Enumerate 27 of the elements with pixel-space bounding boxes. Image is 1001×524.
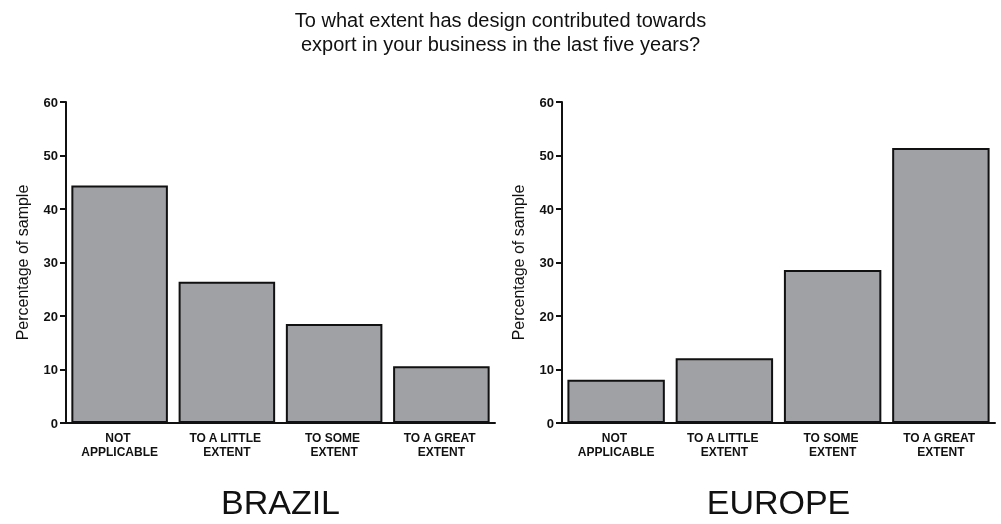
x-tick-label: TO SOME EXTENT bbox=[304, 431, 364, 459]
y-tick-label: 0 bbox=[50, 415, 58, 431]
y-tick-label: 10 bbox=[539, 362, 554, 377]
y-tick-label: 50 bbox=[43, 148, 58, 163]
x-tick-label: TO A GREAT EXTENT bbox=[403, 431, 480, 459]
y-axis-title: Percentage of sample bbox=[13, 184, 31, 341]
y-tick-label: 40 bbox=[43, 201, 58, 217]
x-tick-label: TO A LITTLE EXTENT bbox=[686, 431, 762, 459]
y-tick-label: 10 bbox=[43, 362, 58, 377]
y-tick-label: 20 bbox=[539, 308, 554, 324]
x-tick-label: TO A LITTLE EXTENT bbox=[189, 431, 265, 459]
x-tick-label: TO A GREAT EXTENT bbox=[903, 431, 979, 459]
y-tick-label: 50 bbox=[539, 148, 554, 163]
x-axis-title: BRAZIL bbox=[220, 483, 341, 521]
x-tick-label: NOT APPLICABLE bbox=[81, 431, 158, 459]
x-tick-label: NOT APPLICABLE bbox=[577, 431, 655, 459]
x-axis-title: EUROPE bbox=[706, 483, 851, 521]
y-tick-label: 30 bbox=[539, 255, 554, 270]
y-tick-label: 60 bbox=[539, 94, 554, 110]
y-axis-title: Percentage of sample bbox=[509, 184, 527, 341]
y-tick-label: 40 bbox=[539, 201, 554, 217]
y-tick-label: 0 bbox=[546, 415, 554, 431]
x-tick-label: TO SOME EXTENT bbox=[803, 431, 862, 459]
y-tick-label: 30 bbox=[43, 255, 58, 270]
y-tick-label: 20 bbox=[43, 308, 58, 324]
chart-title: To what extent has design contributed towards export in your business in the last five years? bbox=[293, 8, 708, 56]
y-tick-label: 60 bbox=[43, 94, 58, 110]
